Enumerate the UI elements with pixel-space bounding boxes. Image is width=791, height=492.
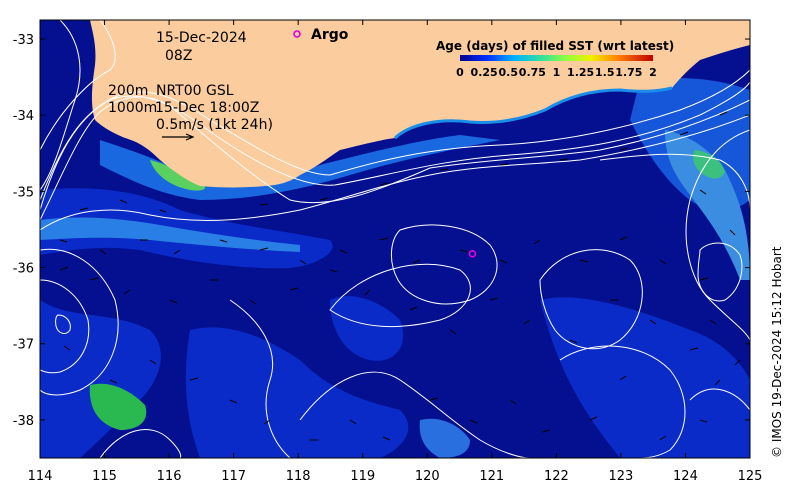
colorbar-ticks: 0 0.25 0.5 0.75 1 1.25 1.5 1.75 2 [456,66,657,79]
contour-east-shelf [599,153,750,211]
argo-legend-icon [293,30,301,38]
argo-legend-label: Argo [311,27,349,43]
lat-tick-label: -36 [13,262,34,277]
source-time-label: 15-Dec 18:00Z [155,100,259,116]
contour-southeast-loop [539,249,643,350]
contour-south-east [689,388,750,411]
argo-legend: Argo [293,27,349,43]
hour-label: 08Z [165,48,192,64]
source-label: NRT00 GSL [156,83,234,99]
colorbar-tick-label: 0.5 [499,66,519,79]
current-vectors [59,111,741,441]
lon-tick-label: 118 [286,469,311,484]
green-patch-coast [150,160,206,191]
contour-west-eddy-inner [40,279,90,374]
south-cyan-patch [419,418,470,458]
contour-west-eddy-outer [40,248,119,396]
lon-tick-label: 115 [92,469,117,484]
vector-arrows [59,111,741,441]
colorbar-tick-label: 0.75 [519,66,546,79]
scale-arrow-head [185,133,195,141]
south-patch [185,327,409,458]
contour-sw-corner [99,429,182,458]
map-annotations: 15-Dec-2024 08Z 200m NRT00 GSL 1000m 15-… [108,30,273,133]
contour-shelf-6 [40,20,81,191]
contour-central-eddy [391,224,498,305]
colorbar-tick-label: 0 [456,66,464,79]
lon-tick-label: 116 [157,469,182,484]
lon-tick-label: 124 [673,469,698,484]
lon-tick-label: 119 [350,469,375,484]
colorbar-gradient [460,55,653,61]
lon-tick-label: 120 [415,469,440,484]
colorbar-tick-label: 1.5 [595,66,615,79]
lat-tick-label: -35 [13,185,34,200]
scale-arrow [162,133,195,141]
axis-ticks [39,20,751,458]
contour-shelf-3 [40,96,750,221]
contour-west-eddy-core [55,314,71,334]
lat-tick-label: -34 [13,109,34,124]
southeast-patch [540,297,750,458]
lat-tick-label: -37 [13,338,34,353]
longitude-tick-labels: 114 115 116 117 118 119 120 121 122 123 124 125 [28,469,763,484]
date-label: 15-Dec-2024 [156,30,247,46]
southwest-patch [40,300,161,458]
east-cyan-band [665,130,750,280]
argo-float-marker[interactable] [468,250,477,258]
colorbar-tick-label: 0.25 [471,66,498,79]
streamline-contours [40,20,750,458]
central-patch [330,296,404,361]
depth-1000-label: 1000m [108,100,157,116]
lon-tick-label: 117 [221,469,246,484]
west-cyan-patch [40,217,300,252]
lon-tick-label: 121 [479,469,504,484]
colorbar-tick-label: 2 [649,66,657,79]
lon-tick-label: 125 [738,469,763,484]
green-patch-west [89,383,147,430]
contour-shelf-4 [40,114,750,231]
lat-tick-label: -33 [13,33,34,48]
credit-label: © IMOS 19-Dec-2024 15:12 Hobart [770,246,784,458]
contour-central-arc [329,263,471,327]
lon-tick-label: 122 [544,469,569,484]
contour-south-curve [229,299,291,458]
lon-tick-label: 123 [608,469,633,484]
coastal-fringe [393,86,673,140]
contour-southeast-long [559,345,686,458]
contour-shelf-5 [40,20,116,151]
contour-south-meander [299,371,531,458]
latitude-tick-labels: -33 -34 -35 -36 -37 -38 [13,33,34,429]
contour-east-eddy [697,242,743,302]
contour-east-edge [685,129,750,341]
colorbar-tick-label: 1.75 [615,66,642,79]
vector-scale-label: 0.5m/s (1kt 24h) [156,117,273,133]
contour-shelf-2 [40,81,750,211]
colorbar-title: Age (days) of filled SST (wrt latest) [436,39,674,53]
depth-200-label: 200m [108,83,148,99]
colorbar-tick-label: 1.25 [567,66,594,79]
plot-frame [39,19,751,459]
lon-tick-label: 114 [28,469,53,484]
lat-tick-label: -38 [13,414,34,429]
contour-shelf-1 [40,69,750,201]
colorbar-tick-label: 1 [553,66,561,79]
